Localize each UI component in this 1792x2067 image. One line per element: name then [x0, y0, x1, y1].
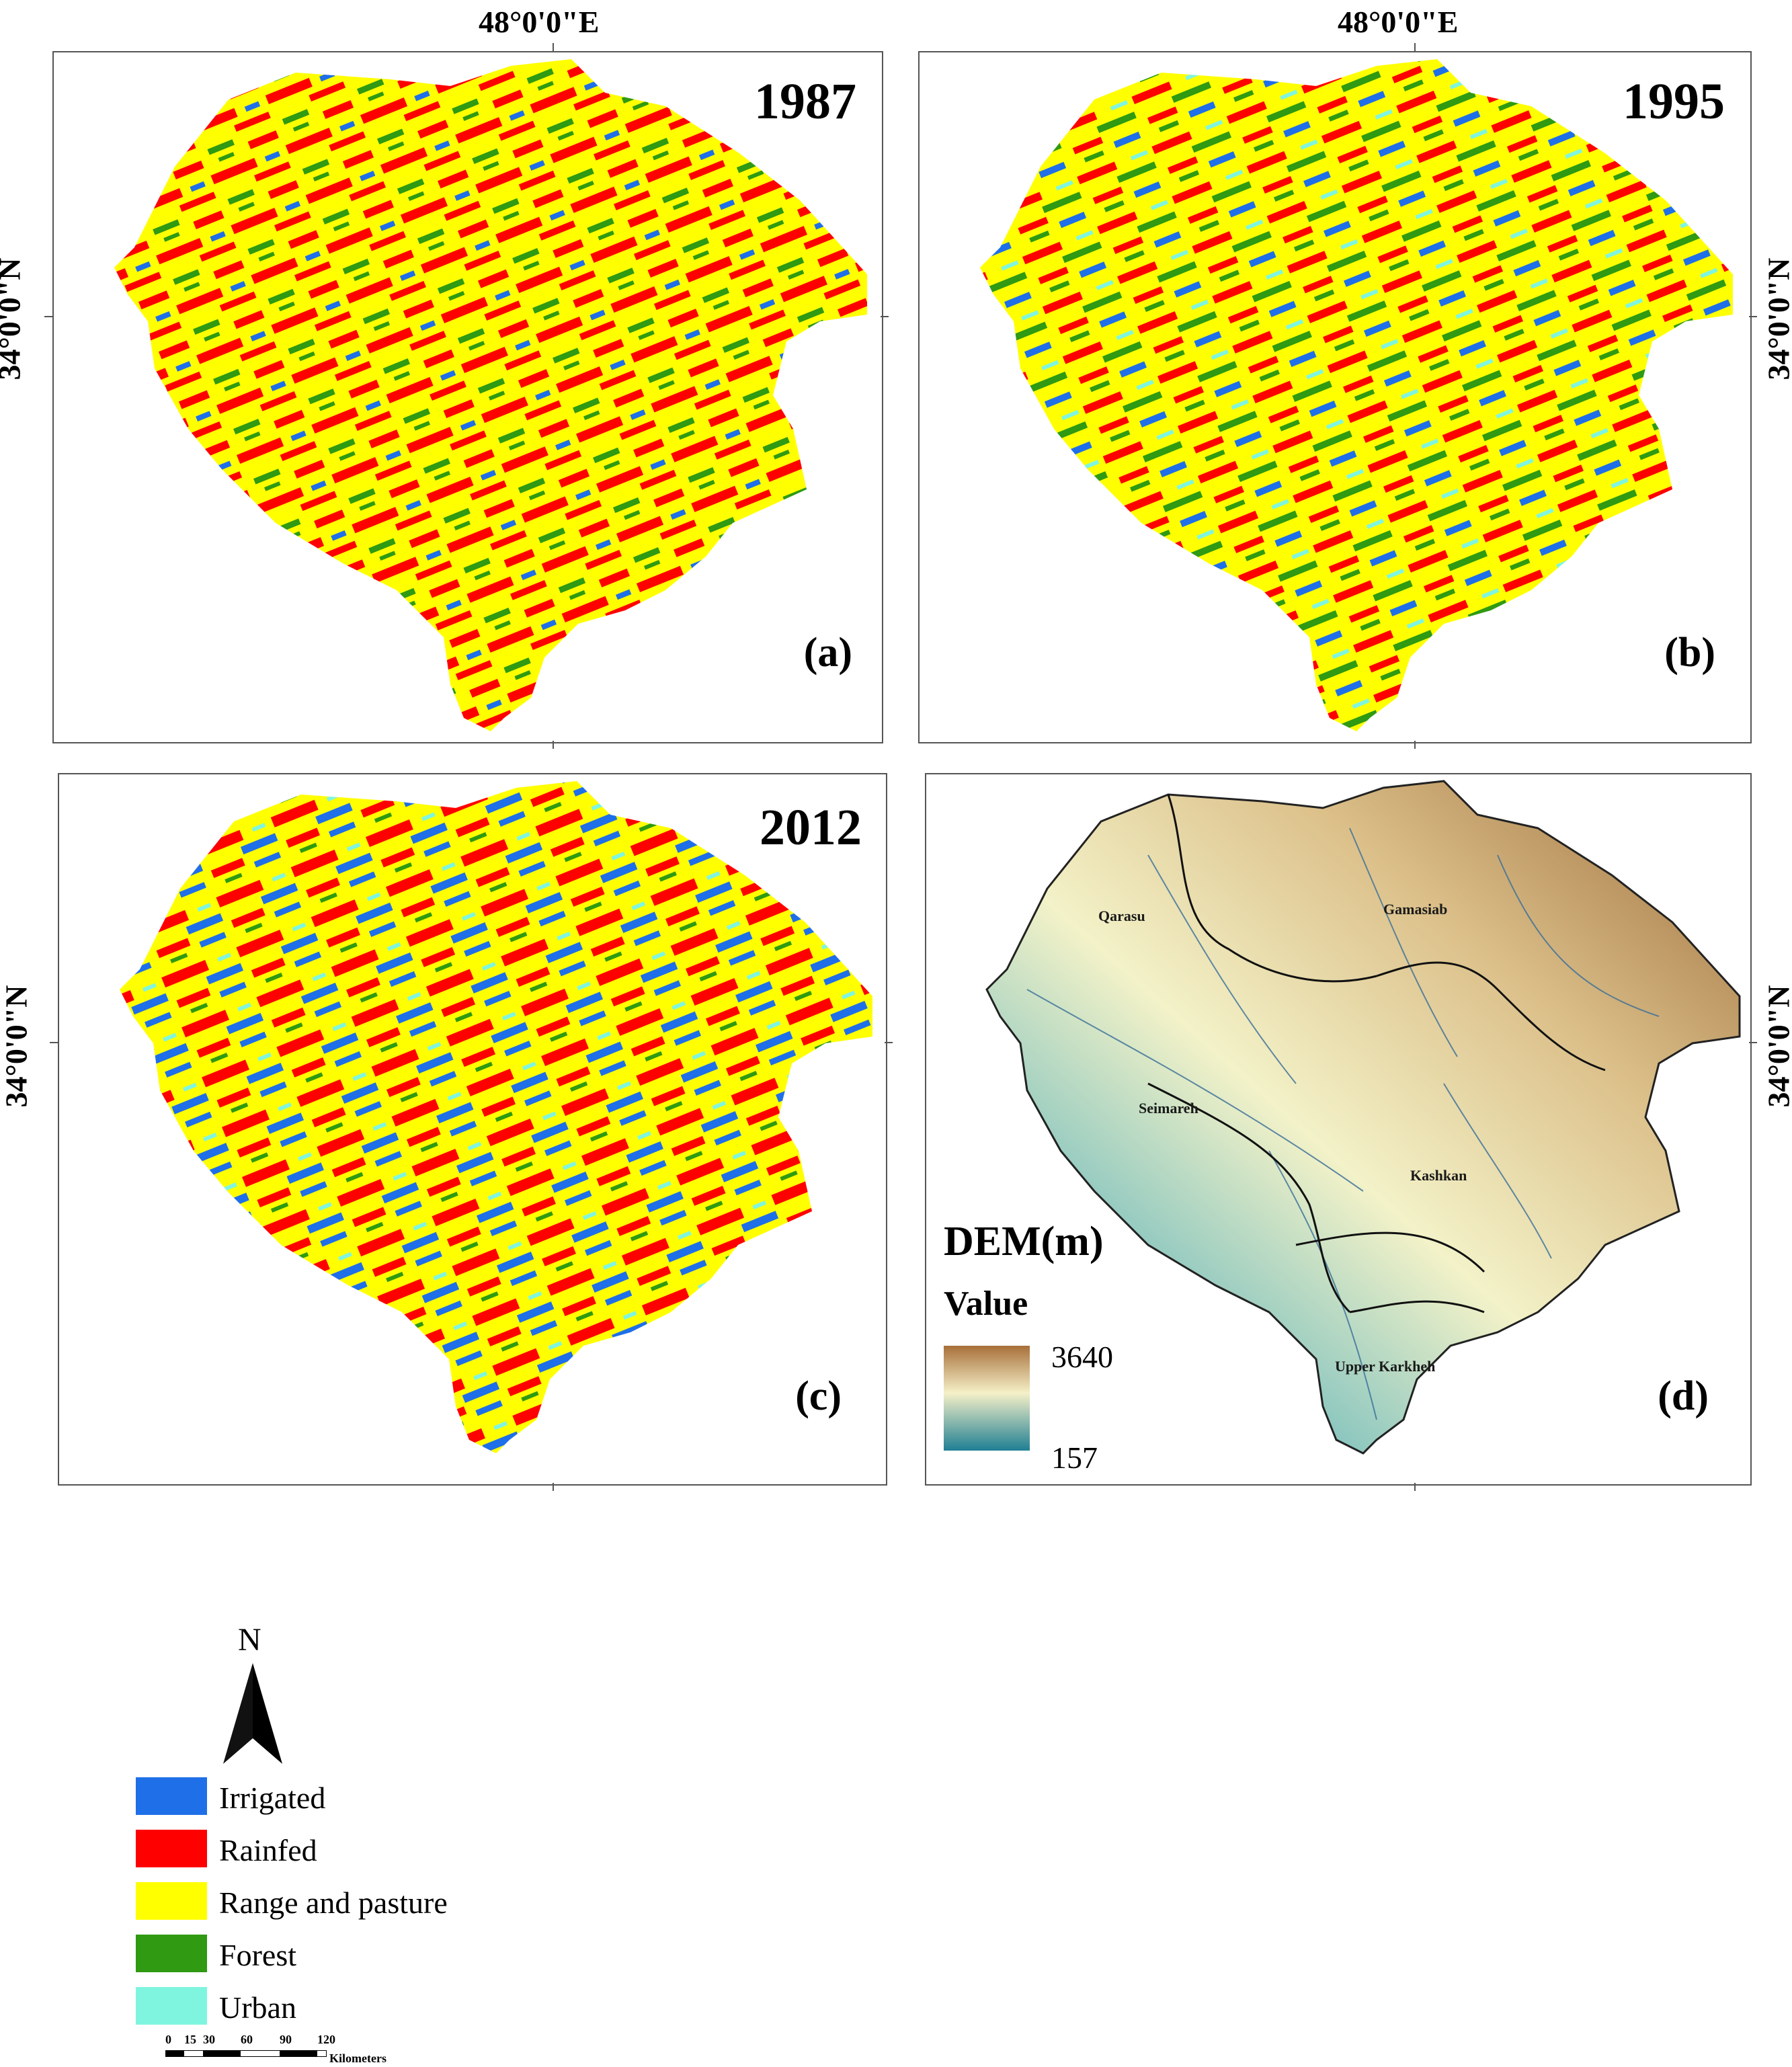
tick-mark [553, 1483, 554, 1491]
tick-mark [50, 1042, 58, 1043]
dem-legend-title: DEM(m) [944, 1219, 1104, 1264]
panel-label-c: (c) [795, 1373, 842, 1419]
tick-mark [881, 316, 889, 317]
map-panel-b: 1995 (b) [918, 51, 1752, 743]
scale-unit-label: Kilometers [329, 2052, 386, 2065]
scale-tick-label: 0 [165, 2033, 171, 2046]
legend-label-range-and-pasture: Range and pasture [219, 1886, 448, 1920]
legend-swatch-urban [136, 1987, 207, 2025]
dem-legend-ramp [944, 1346, 1030, 1451]
map-year-1995: 1995 [1623, 73, 1725, 130]
longitude-label-top-left: 48°0'0"E [479, 5, 600, 39]
scale-bar: 0 15 30 60 90 120 Kilometers [165, 2033, 569, 2065]
legend-swatch-rainfed [136, 1830, 207, 1867]
latitude-label-right-top: 34°0'0"N [1761, 257, 1792, 380]
basin-label-kashkan: Kashkan [1410, 1167, 1467, 1184]
tick-mark [1749, 316, 1757, 317]
tick-mark [1749, 1042, 1757, 1043]
lulc-map-1995 [980, 59, 1733, 731]
lulc-map-2012 [120, 781, 872, 1453]
scale-tick-label: 120 [317, 2033, 335, 2046]
legend-swatch-irrigated [136, 1777, 207, 1815]
latitude-label-right-bottom: 34°0'0"N [1761, 985, 1792, 1108]
longitude-label-top-right: 48°0'0"E [1338, 5, 1459, 39]
map-year-2012: 2012 [760, 799, 862, 856]
legend-label-irrigated: Irrigated [219, 1781, 326, 1815]
dem-legend-min: 157 [1051, 1441, 1098, 1475]
tick-mark [44, 316, 52, 317]
map-panel-a: 1987 (a) [52, 51, 883, 743]
basin-label-qarasu: Qarasu [1098, 907, 1145, 924]
legend-swatch-range-and-pasture [136, 1882, 207, 1920]
map-panel-c: 2012 (c) [58, 773, 887, 1486]
legend-swatch-forest [136, 1935, 207, 1972]
panel-label-a: (a) [803, 630, 852, 676]
basin-label-gamasiab: Gamasiab [1383, 901, 1448, 918]
tick-mark [1414, 1483, 1416, 1491]
dem-map [985, 780, 1741, 1455]
basin-label-upper-karkheh: Upper Karkheh [1335, 1358, 1436, 1375]
scale-tick-label: 90 [280, 2033, 292, 2046]
scale-tick-label: 30 [203, 2033, 215, 2046]
legend-label-urban: Urban [219, 1990, 296, 2025]
map-year-1987: 1987 [754, 73, 856, 130]
dem-legend-max: 3640 [1051, 1340, 1113, 1374]
basin-label-seimareh: Seimareh [1139, 1100, 1198, 1117]
map-panel-d: Qarasu Gamasiab Seimareh Kashkan Upper K… [925, 773, 1752, 1486]
north-label: N [238, 1622, 261, 1658]
dem-color-ramp [944, 1346, 1030, 1451]
lulc-map-1987 [114, 59, 867, 731]
tick-mark [1414, 741, 1416, 749]
tick-mark [553, 43, 554, 51]
tick-mark [1414, 43, 1416, 51]
scale-tick-label: 60 [241, 2033, 253, 2046]
tick-mark [885, 1042, 893, 1043]
panel-label-d: (d) [1658, 1373, 1709, 1419]
scale-tick-label: 15 [184, 2033, 196, 2046]
dem-legend-value-label: Value [944, 1285, 1028, 1323]
scale-bar-graphic [165, 2050, 327, 2057]
legend-label-rainfed: Rainfed [219, 1833, 317, 1867]
latitude-label-left-top: 34°0'0"N [0, 257, 27, 380]
legend-label-forest: Forest [219, 1938, 296, 1972]
tick-mark [553, 741, 554, 749]
latitude-label-left-bottom: 34°0'0"N [0, 985, 34, 1108]
north-arrow-icon [223, 1663, 282, 1764]
panel-label-b: (b) [1664, 630, 1715, 676]
